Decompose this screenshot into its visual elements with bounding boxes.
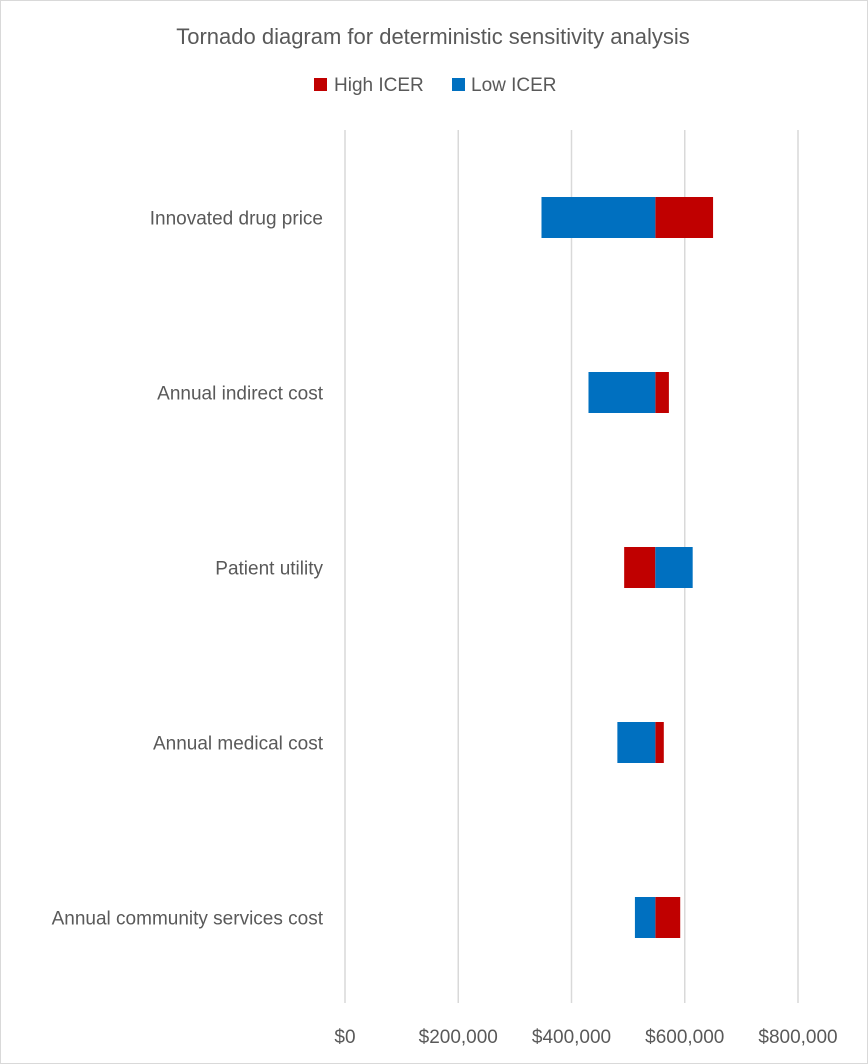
category-label: Annual medical cost [153, 734, 324, 755]
legend-label-high-icer: High ICER [334, 75, 424, 96]
bars [541, 197, 714, 938]
bar-high-icer [655, 372, 669, 413]
legend-label-low-icer: Low ICER [471, 75, 557, 96]
bar-low-icer [588, 372, 656, 413]
legend-swatch-low-icer [452, 78, 465, 91]
bar-high-icer [655, 897, 681, 938]
gridlines [344, 130, 799, 1003]
category-label: Innovated drug price [150, 209, 323, 230]
x-tick-label: $400,000 [532, 1027, 611, 1048]
bar-high-icer [655, 197, 714, 238]
bar-high-icer [655, 722, 664, 763]
category-label: Annual community services cost [52, 909, 324, 930]
bar-low-icer [541, 197, 656, 238]
chart-title: Tornado diagram for deterministic sensit… [176, 24, 690, 49]
bar-low-icer [655, 547, 693, 588]
category-label: Annual indirect cost [157, 384, 324, 405]
legend: High ICER Low ICER [314, 75, 557, 96]
category-label: Patient utility [215, 559, 323, 580]
x-axis-tick-labels: $0 $200,000 $400,000 $600,000 $800,000 [334, 1027, 837, 1048]
category-labels: Innovated drug price Annual indirect cost… [52, 209, 324, 930]
bar-low-icer [634, 897, 656, 938]
legend-swatch-high-icer [314, 78, 327, 91]
x-tick-label: $600,000 [645, 1027, 724, 1048]
x-tick-label: $0 [334, 1027, 355, 1048]
bar-high-icer [624, 547, 656, 588]
bar-low-icer [617, 722, 656, 763]
x-tick-label: $800,000 [758, 1027, 837, 1048]
x-tick-label: $200,000 [419, 1027, 498, 1048]
